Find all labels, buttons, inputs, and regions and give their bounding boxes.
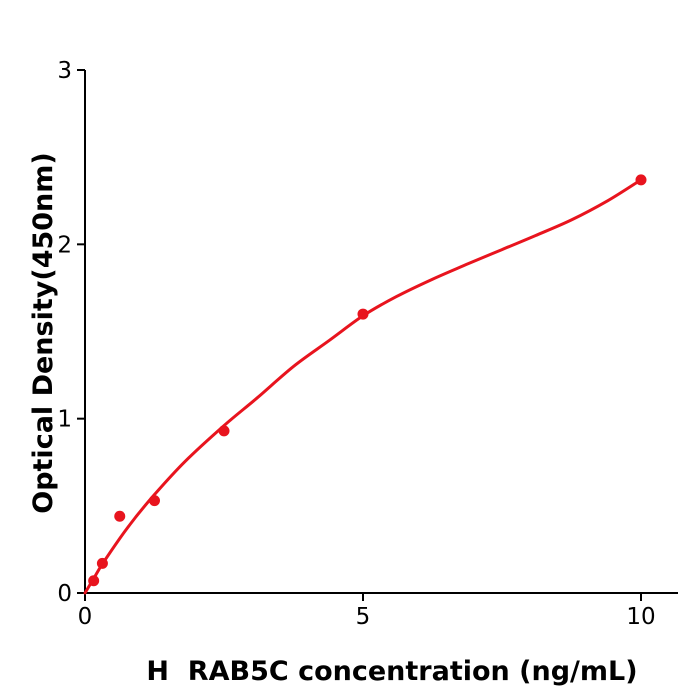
axis-ticks — [77, 69, 642, 601]
x-tick-label: 10 — [626, 604, 655, 630]
axes — [84, 70, 678, 594]
y-tick-label: 1 — [57, 407, 72, 433]
plot-area — [83, 174, 647, 595]
x-tick-label: 0 — [78, 604, 93, 630]
y-tick-label: 3 — [57, 58, 72, 84]
fit-curve — [83, 178, 643, 595]
axis-tick-labels: 0 5 10 0 1 2 3 — [57, 58, 655, 630]
data-point — [114, 510, 126, 522]
x-axis-label: H RAB5C concentration (ng/mL) — [146, 656, 637, 687]
y-tick-label: 2 — [57, 232, 72, 258]
y-axis-label: Optical Density(450nm) — [28, 152, 59, 514]
y-tick-label: 0 — [57, 581, 72, 607]
x-tick-label: 5 — [356, 604, 371, 630]
